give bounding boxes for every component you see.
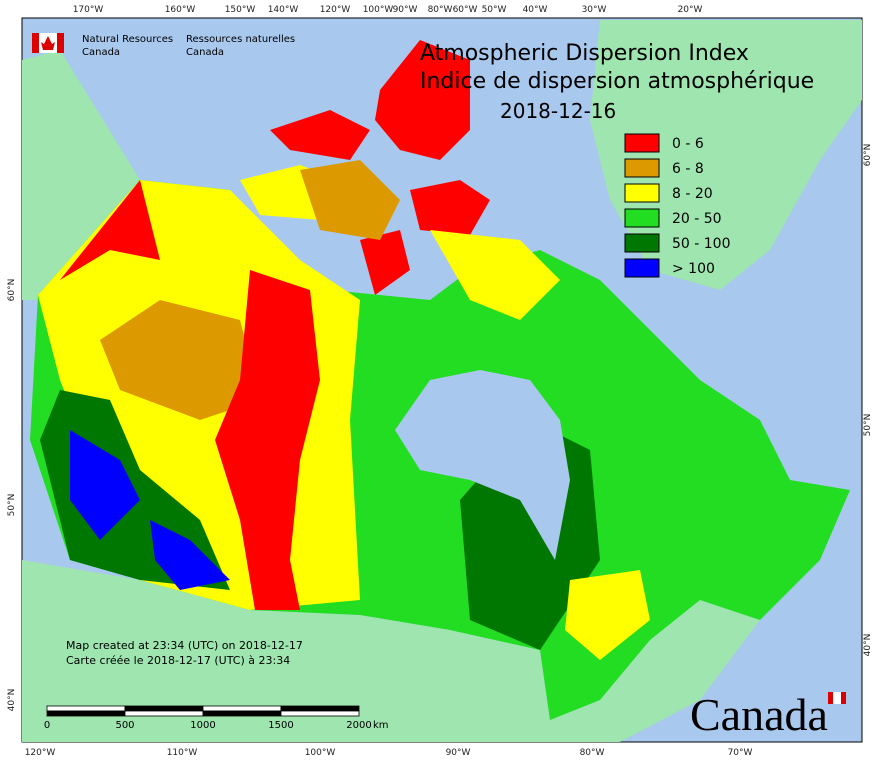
region-red [215, 270, 320, 610]
graticule-label: 40°W [523, 5, 548, 15]
graticule-label: 50°W [482, 5, 507, 15]
graticule-label: 90°W [446, 748, 471, 758]
scale-unit: km [373, 720, 389, 731]
graticule-label: 60°N [7, 279, 17, 302]
graticule-label: 150°W [225, 5, 256, 15]
graticule-label: 30°W [582, 5, 607, 15]
flag-bar [57, 33, 64, 53]
graticule-label: 70°W [728, 748, 753, 758]
region-orange [100, 300, 260, 420]
org-text: Ressources naturelles [186, 34, 295, 45]
island [270, 110, 370, 160]
island [375, 40, 470, 160]
graticule-label: 90°W [393, 5, 418, 15]
scale-bar [124, 705, 204, 712]
graticule-label: 60°N [863, 144, 873, 167]
legend-swatch [624, 208, 660, 228]
legend-swatch [624, 258, 660, 278]
maple-leaf [41, 36, 55, 50]
graticule-label: 100°W [305, 748, 336, 758]
scale-bar [202, 705, 282, 712]
region-yellow [565, 570, 650, 660]
legend-label: > 100 [672, 261, 715, 277]
graticule-label: 60°W [453, 5, 478, 15]
island [300, 160, 400, 240]
graticule-label: 50°N [7, 494, 17, 517]
legend-swatch [624, 233, 660, 253]
legend-label: 20 - 50 [672, 211, 722, 227]
graticule-label: 100°W [363, 5, 394, 15]
org-text: Canada [186, 47, 224, 58]
graticule-label: 40°N [7, 689, 17, 712]
region-blue [150, 520, 230, 590]
scale-label: 1500 [268, 720, 293, 731]
graticule-label: 50°N [863, 414, 873, 437]
region-blue [70, 430, 140, 540]
legend-label: 8 - 20 [672, 186, 713, 202]
legend-swatch [624, 158, 660, 178]
region-red [60, 180, 160, 280]
scale-bar [280, 710, 360, 717]
graticule-label: 140°W [268, 5, 299, 15]
graticule-label: 110°W [167, 748, 198, 758]
legend-label: 6 - 8 [672, 161, 704, 177]
legend-swatch [624, 183, 660, 203]
scale-bar [46, 710, 126, 717]
graticule-label: 170°W [73, 5, 104, 15]
scale-bar [124, 710, 204, 717]
hudson-bay [395, 370, 570, 560]
scale-bar [202, 710, 282, 717]
org-text: Canada [82, 47, 120, 58]
date: 2018-12-16 [500, 99, 616, 123]
note: Map created at 23:34 (UTC) on 2018-12-17 [66, 639, 303, 652]
alaska [22, 50, 140, 300]
usa [22, 560, 760, 742]
island [430, 230, 560, 320]
scale-label: 2000 [346, 720, 371, 731]
note: Carte créée le 2018-12-17 (UTC) à 23:34 [66, 654, 290, 667]
graticule-label: 80°W [580, 748, 605, 758]
scale-label: 0 [44, 720, 50, 731]
scale-label: 500 [115, 720, 134, 731]
scale-bar [280, 705, 360, 712]
island [410, 180, 490, 235]
graticule-label: 80°W [428, 5, 453, 15]
graticule-label: 40°N [863, 634, 873, 657]
graticule-label: 120°W [25, 748, 56, 758]
scale-label: 1000 [190, 720, 215, 731]
graticule-label: 120°W [320, 5, 351, 15]
wordmark-flag [833, 692, 841, 704]
island [360, 230, 410, 295]
flag-bar [32, 33, 39, 53]
title: Indice de dispersion atmosphérique [420, 69, 814, 94]
title: Atmospheric Dispersion Index [420, 41, 749, 66]
scale-bar [46, 705, 126, 712]
legend-swatch [624, 133, 660, 153]
graticule-label: 160°W [165, 5, 196, 15]
graticule-label: 20°W [678, 5, 703, 15]
org-text: Natural Resources [82, 34, 173, 45]
legend-label: 0 - 6 [672, 136, 704, 152]
wordmark: Canada [690, 689, 828, 740]
legend-label: 50 - 100 [672, 236, 731, 252]
